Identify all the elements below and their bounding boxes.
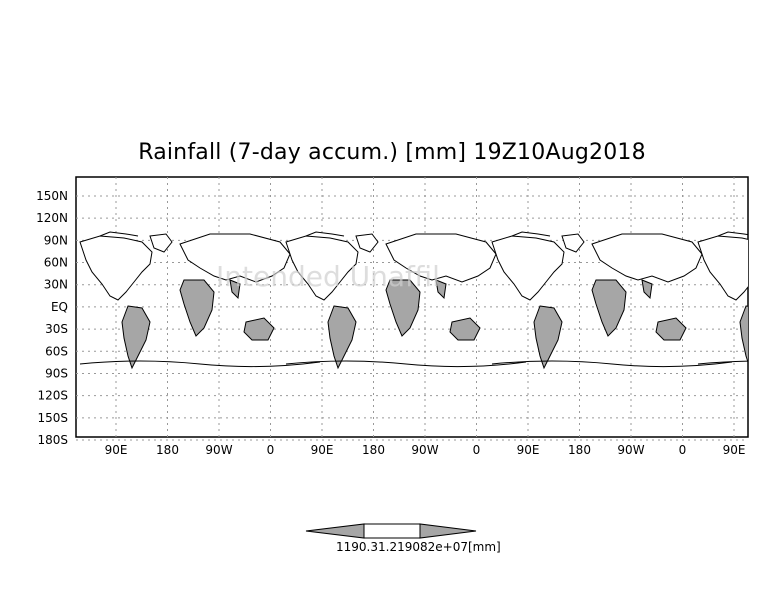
y-tick-label: 90N bbox=[44, 233, 68, 247]
x-tick-label: 90W bbox=[411, 443, 438, 457]
colorbar-min-label: 1190.3 bbox=[336, 540, 378, 554]
y-tick-label: 120S bbox=[37, 389, 68, 403]
colorbar-middle-box bbox=[363, 523, 421, 539]
y-axis-labels: 150N 120N 90N 60N 30N EQ 30S 60S 90S 120S 150S 180S bbox=[36, 189, 68, 447]
watermark-text: Intended Unaffil bbox=[216, 260, 440, 293]
colorbar-left-triangle bbox=[305, 523, 365, 539]
x-tick-label: 90E bbox=[105, 443, 128, 457]
x-tick-label: 180 bbox=[568, 443, 591, 457]
x-tick-label: 180 bbox=[156, 443, 179, 457]
x-tick-label: 180 bbox=[362, 443, 385, 457]
colorbar-max-label: 1.219082e+07 bbox=[378, 540, 468, 554]
colorbar-labels: 1190.31.219082e+07[mm] bbox=[336, 540, 516, 554]
x-tick-label: 0 bbox=[679, 443, 687, 457]
x-tick-label: 90E bbox=[517, 443, 540, 457]
x-tick-label: 90E bbox=[723, 443, 746, 457]
y-tick-label: 30N bbox=[44, 278, 68, 292]
x-tick-label: 0 bbox=[267, 443, 275, 457]
colorbar bbox=[305, 523, 477, 539]
colorbar-unit: [mm] bbox=[467, 540, 501, 554]
y-tick-label: 120N bbox=[36, 211, 68, 225]
x-tick-label: 90W bbox=[617, 443, 644, 457]
x-tick-label: 90E bbox=[311, 443, 334, 457]
y-tick-label: 60S bbox=[45, 344, 68, 358]
y-tick-label: EQ bbox=[51, 300, 68, 314]
y-tick-label: 30S bbox=[45, 322, 68, 336]
y-tick-label: 150N bbox=[36, 189, 68, 203]
y-tick-label: 60N bbox=[44, 256, 68, 270]
x-tick-label: 0 bbox=[473, 443, 481, 457]
colorbar-right-triangle bbox=[419, 523, 477, 539]
y-tick-label: 150S bbox=[37, 411, 68, 425]
x-tick-label: 90W bbox=[205, 443, 232, 457]
x-axis-labels: 90E 180 90W 0 90E 180 90W 0 90E 180 90W 0 90E bbox=[105, 443, 746, 457]
y-tick-label: 180S bbox=[37, 433, 68, 447]
y-tick-label: 90S bbox=[45, 366, 68, 380]
map-title: Rainfall (7-day accum.) [mm] 19Z10Aug201… bbox=[138, 140, 646, 165]
